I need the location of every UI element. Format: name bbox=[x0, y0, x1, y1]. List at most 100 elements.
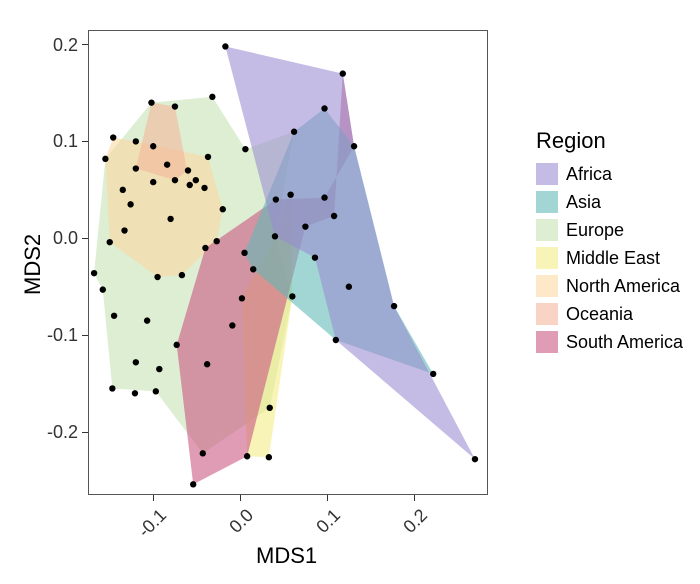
data-point bbox=[91, 270, 97, 276]
data-point bbox=[111, 313, 117, 319]
data-point bbox=[351, 143, 357, 149]
data-point bbox=[187, 182, 193, 188]
x-tick-mark bbox=[240, 495, 241, 501]
legend-label: Oceania bbox=[566, 304, 633, 325]
data-point bbox=[250, 266, 256, 272]
data-point bbox=[127, 201, 133, 207]
legend-label: Middle East bbox=[566, 248, 660, 269]
data-point bbox=[132, 390, 138, 396]
data-point bbox=[267, 405, 273, 411]
legend: Region Africa Asia Europe Middle East North … bbox=[536, 128, 683, 356]
data-point bbox=[144, 317, 150, 323]
legend-item-asia: Asia bbox=[536, 188, 683, 216]
data-point bbox=[109, 385, 115, 391]
data-point bbox=[148, 99, 154, 105]
data-point bbox=[107, 239, 113, 245]
data-point bbox=[430, 371, 436, 377]
data-point bbox=[164, 161, 170, 167]
data-point bbox=[102, 156, 108, 162]
legend-key bbox=[536, 275, 558, 297]
data-point bbox=[472, 456, 478, 462]
legend-item-europe: Europe bbox=[536, 216, 683, 244]
y-tick-label: 0.2 bbox=[53, 35, 78, 56]
x-axis-title: MDS1 bbox=[256, 543, 317, 569]
data-point bbox=[121, 227, 127, 233]
data-point bbox=[321, 194, 327, 200]
data-point bbox=[179, 272, 185, 278]
data-point bbox=[273, 196, 279, 202]
y-tick-label: 0.0 bbox=[53, 228, 78, 249]
data-point bbox=[100, 286, 106, 292]
legend-label: Africa bbox=[566, 164, 612, 185]
data-point bbox=[190, 481, 196, 487]
data-point bbox=[287, 191, 293, 197]
y-tick-label: 0.1 bbox=[53, 131, 78, 152]
data-point bbox=[167, 216, 173, 222]
data-point bbox=[205, 154, 211, 160]
legend-label: Asia bbox=[566, 192, 601, 213]
legend-label: Europe bbox=[566, 220, 624, 241]
data-point bbox=[241, 250, 247, 256]
legend-key bbox=[536, 303, 558, 325]
data-point bbox=[156, 366, 162, 372]
legend-item-south-america: South America bbox=[536, 328, 683, 356]
data-point bbox=[150, 143, 156, 149]
data-point bbox=[321, 105, 327, 111]
data-point bbox=[346, 284, 352, 290]
data-point bbox=[333, 337, 339, 343]
legend-key bbox=[536, 191, 558, 213]
y-tick-mark bbox=[82, 432, 88, 433]
data-point bbox=[120, 187, 126, 193]
data-point bbox=[289, 293, 295, 299]
legend-key bbox=[536, 219, 558, 241]
data-point bbox=[133, 165, 139, 171]
data-point bbox=[222, 43, 228, 49]
data-point bbox=[133, 359, 139, 365]
data-point bbox=[220, 206, 226, 212]
data-point bbox=[150, 179, 156, 185]
legend-key bbox=[536, 331, 558, 353]
x-tick-mark bbox=[327, 495, 328, 501]
data-point bbox=[204, 361, 210, 367]
legend-items: Africa Asia Europe Middle East North America… bbox=[536, 160, 683, 356]
data-point bbox=[133, 138, 139, 144]
legend-label: North America bbox=[566, 276, 680, 297]
x-tick-mark bbox=[414, 495, 415, 501]
legend-item-oceania: Oceania bbox=[536, 300, 683, 328]
data-point bbox=[229, 322, 235, 328]
data-point bbox=[200, 450, 206, 456]
legend-item-north-america: North America bbox=[536, 272, 683, 300]
data-point bbox=[185, 167, 191, 173]
data-point bbox=[312, 254, 318, 260]
data-point bbox=[272, 233, 278, 239]
data-point bbox=[302, 223, 308, 229]
data-point bbox=[172, 177, 178, 183]
data-point bbox=[266, 454, 272, 460]
y-axis-title: MDS2 bbox=[20, 233, 46, 294]
y-tick-mark bbox=[82, 44, 88, 45]
data-point bbox=[110, 134, 116, 140]
data-point bbox=[239, 295, 245, 301]
legend-key bbox=[536, 163, 558, 185]
data-point bbox=[291, 129, 297, 135]
data-point bbox=[153, 388, 159, 394]
legend-key bbox=[536, 247, 558, 269]
legend-item-middle-east: Middle East bbox=[536, 244, 683, 272]
y-tick-label: -0.1 bbox=[47, 325, 78, 346]
x-tick-mark bbox=[153, 495, 154, 501]
data-point bbox=[172, 103, 178, 109]
y-tick-mark bbox=[82, 335, 88, 336]
legend-title: Region bbox=[536, 128, 683, 154]
data-point bbox=[340, 70, 346, 76]
mds-figure: MDS1 MDS2 Region Africa Asia Europe Middle … bbox=[0, 0, 700, 584]
data-point bbox=[242, 146, 248, 152]
y-tick-mark bbox=[82, 238, 88, 239]
data-point bbox=[213, 238, 219, 244]
y-tick-label: -0.2 bbox=[47, 422, 78, 443]
data-point bbox=[209, 94, 215, 100]
data-point bbox=[331, 213, 337, 219]
y-tick-mark bbox=[82, 141, 88, 142]
legend-item-africa: Africa bbox=[536, 160, 683, 188]
legend-label: South America bbox=[566, 332, 683, 353]
data-point bbox=[202, 245, 208, 251]
